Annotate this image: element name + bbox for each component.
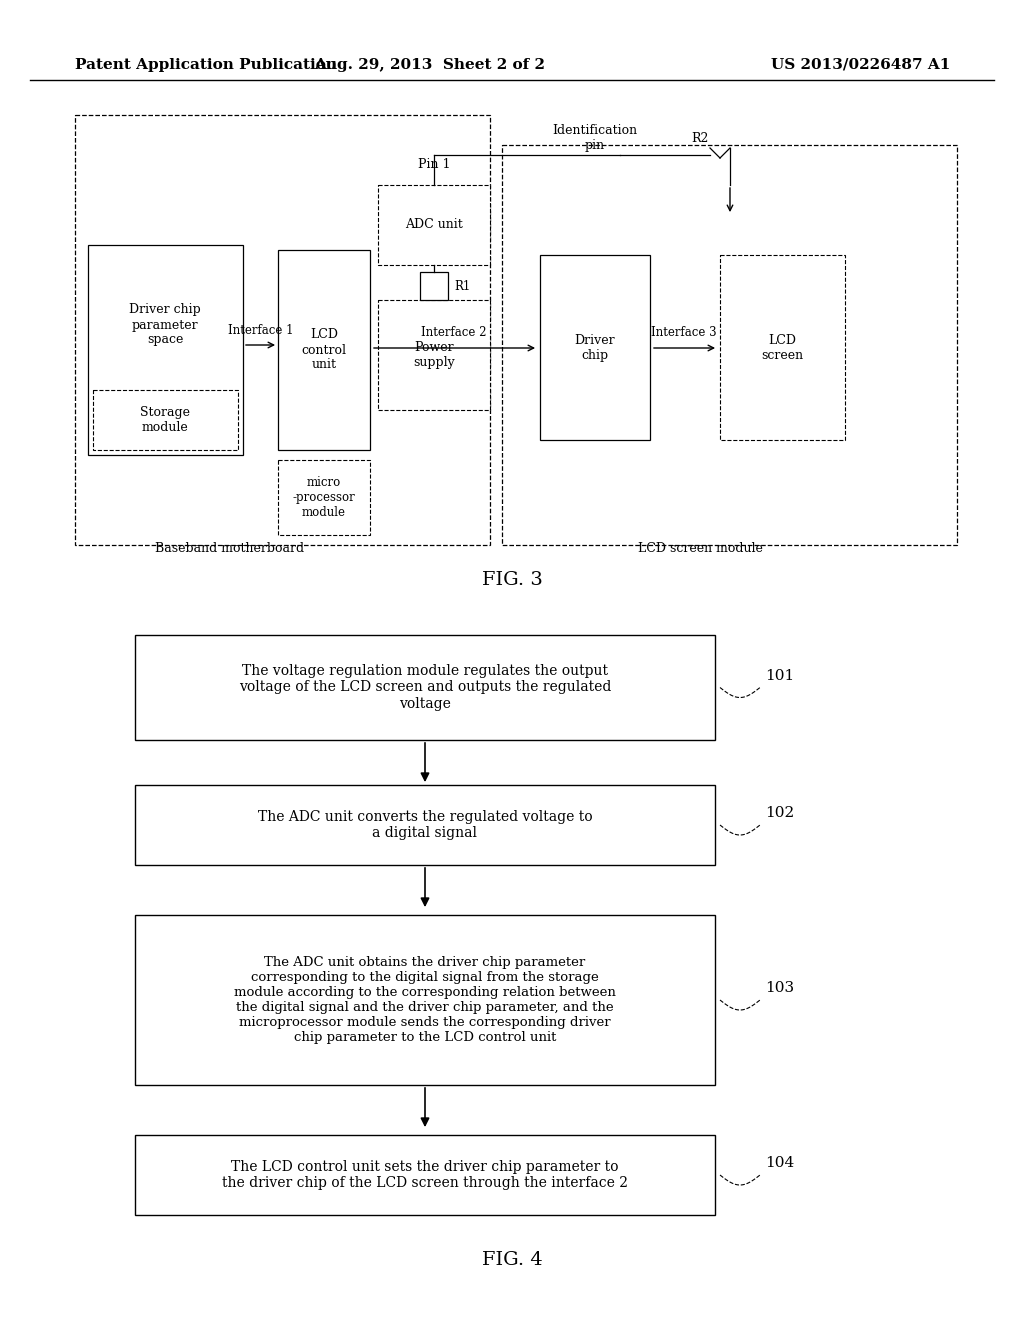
Text: Identification
pin: Identification pin: [552, 124, 638, 152]
Text: Pin 1: Pin 1: [418, 158, 451, 172]
Bar: [135, 1135, 715, 1214]
Bar: [720, 255, 845, 440]
Text: The ADC unit obtains the driver chip parameter
corresponding to the digital sign: The ADC unit obtains the driver chip par…: [234, 956, 616, 1044]
Text: Storage
module: Storage module: [140, 407, 190, 434]
Text: FIG. 3: FIG. 3: [481, 572, 543, 589]
Bar: [75, 115, 490, 545]
Bar: [88, 246, 243, 455]
Text: micro
-processor
module: micro -processor module: [293, 477, 355, 520]
Text: Power
supply: Power supply: [413, 341, 455, 370]
Bar: [502, 145, 957, 545]
Text: 103: 103: [765, 981, 795, 995]
Text: Driver chip
parameter
space: Driver chip parameter space: [129, 304, 201, 346]
Text: R2: R2: [691, 132, 709, 144]
Text: ADC unit: ADC unit: [406, 219, 463, 231]
Text: The LCD control unit sets the driver chip parameter to
the driver chip of the LC: The LCD control unit sets the driver chi…: [222, 1160, 628, 1191]
Text: Interface 2: Interface 2: [421, 326, 486, 339]
Text: The ADC unit converts the regulated voltage to
a digital signal: The ADC unit converts the regulated volt…: [258, 810, 592, 840]
Text: R1: R1: [454, 280, 470, 293]
Text: Patent Application Publication: Patent Application Publication: [75, 58, 337, 73]
Bar: [135, 785, 715, 865]
Text: Baseband motherboard: Baseband motherboard: [156, 541, 304, 554]
Text: LCD
screen: LCD screen: [761, 334, 803, 362]
Bar: [135, 635, 715, 741]
Text: Driver
chip: Driver chip: [574, 334, 615, 362]
Text: 101: 101: [765, 668, 795, 682]
Text: Interface 1: Interface 1: [228, 323, 294, 337]
Bar: [135, 915, 715, 1085]
Text: FIG. 4: FIG. 4: [481, 1251, 543, 1269]
Bar: [378, 185, 490, 265]
Text: The voltage regulation module regulates the output
voltage of the LCD screen and: The voltage regulation module regulates …: [239, 664, 611, 710]
Bar: [93, 389, 238, 450]
Bar: [378, 300, 490, 411]
Bar: [420, 272, 449, 300]
Text: LCD
control
unit: LCD control unit: [301, 329, 346, 371]
Text: 102: 102: [765, 807, 795, 820]
Bar: [540, 255, 650, 440]
Bar: [278, 249, 370, 450]
Text: Interface 3: Interface 3: [651, 326, 717, 339]
Text: 104: 104: [765, 1156, 795, 1170]
Text: LCD screen module: LCD screen module: [638, 541, 763, 554]
Text: US 2013/0226487 A1: US 2013/0226487 A1: [771, 58, 950, 73]
Text: Aug. 29, 2013  Sheet 2 of 2: Aug. 29, 2013 Sheet 2 of 2: [314, 58, 546, 73]
Bar: [278, 459, 370, 535]
